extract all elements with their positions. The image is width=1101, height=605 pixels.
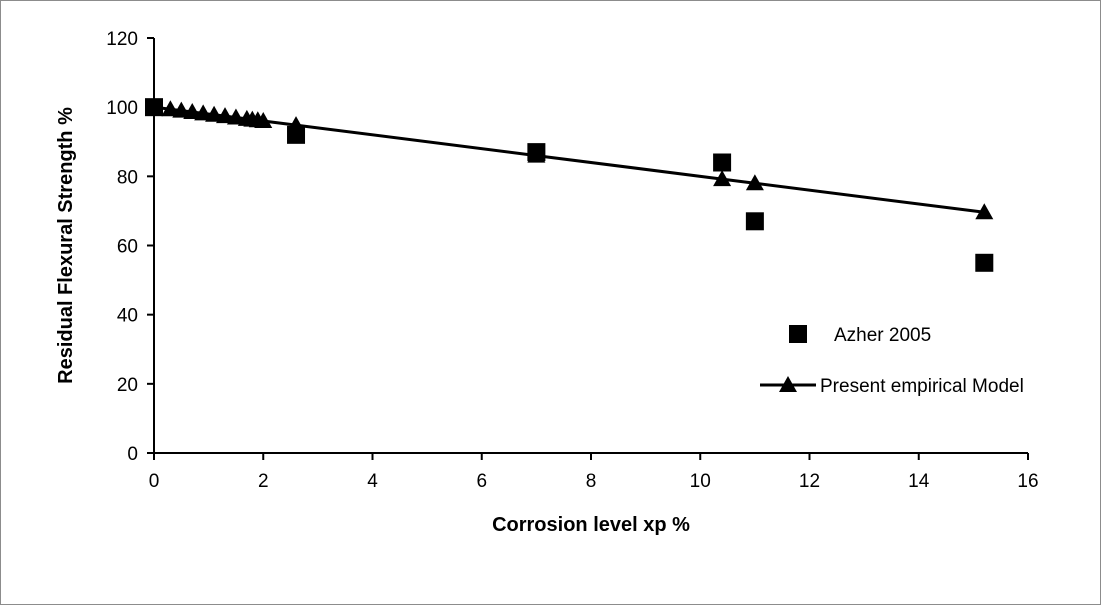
model-triangle-point (226, 108, 245, 125)
y-tick-label: 60 (117, 237, 138, 258)
x-tick-label: 12 (799, 471, 820, 492)
model-triangle-point (745, 174, 764, 191)
y-tick-label: 80 (117, 167, 138, 188)
legend: Azher 2005 Present empirical Model (760, 325, 1024, 397)
legend-item-model: Present empirical Model (760, 376, 1024, 397)
azher-square-point (975, 253, 994, 272)
model-triangle-point (194, 104, 213, 121)
series-present-empirical-model (145, 98, 994, 220)
x-tick-label: 10 (690, 471, 711, 492)
x-tick-label: 6 (476, 471, 487, 492)
series-layer (145, 98, 994, 272)
azher-square-point (145, 98, 163, 117)
model-triangle-point (216, 107, 235, 124)
y-tick-label: 20 (117, 375, 138, 396)
series-azher-2005 (145, 98, 994, 272)
y-tick-label: 120 (106, 29, 138, 50)
azher-square-point (745, 212, 764, 231)
legend-triangle-mark (779, 376, 797, 392)
x-tick-label: 0 (149, 471, 160, 492)
legend-item-azher: Azher 2005 (789, 325, 931, 346)
legend-line-triangle-marker (760, 376, 816, 392)
model-triangle-point (172, 101, 191, 118)
y-tick-label: 100 (106, 98, 138, 119)
y-axis-title: Residual Flexural Strength % (55, 107, 77, 384)
model-triangle-point (975, 203, 994, 220)
x-tick-label: 4 (367, 471, 378, 492)
legend-label-azher: Azher 2005 (834, 325, 931, 346)
azher-square-point (713, 153, 732, 172)
x-axis-title: Corrosion level xp % (492, 514, 690, 536)
model-line (153, 105, 985, 214)
azher-square-point (527, 143, 546, 162)
x-tick-label: 2 (258, 471, 269, 492)
legend-square-mark (789, 325, 807, 343)
y-tick-label: 0 (127, 444, 138, 465)
model-triangle-point (254, 112, 273, 128)
x-axis-ticks: 0 2 4 6 8 10 12 14 16 (149, 453, 1039, 492)
model-triangle-point (183, 103, 202, 120)
azher-square-point (287, 125, 306, 144)
y-axis-ticks: 0 20 40 60 80 100 120 (106, 29, 154, 465)
model-triangle-point (713, 170, 732, 187)
y-tick-label: 40 (117, 306, 138, 327)
x-tick-label: 16 (1017, 471, 1038, 492)
model-triangle-point (205, 105, 224, 122)
x-tick-label: 14 (908, 471, 930, 492)
x-tick-label: 8 (586, 471, 597, 492)
model-triangle-point (161, 100, 180, 117)
legend-label-model: Present empirical Model (820, 376, 1024, 397)
legend-square-marker (789, 325, 807, 343)
